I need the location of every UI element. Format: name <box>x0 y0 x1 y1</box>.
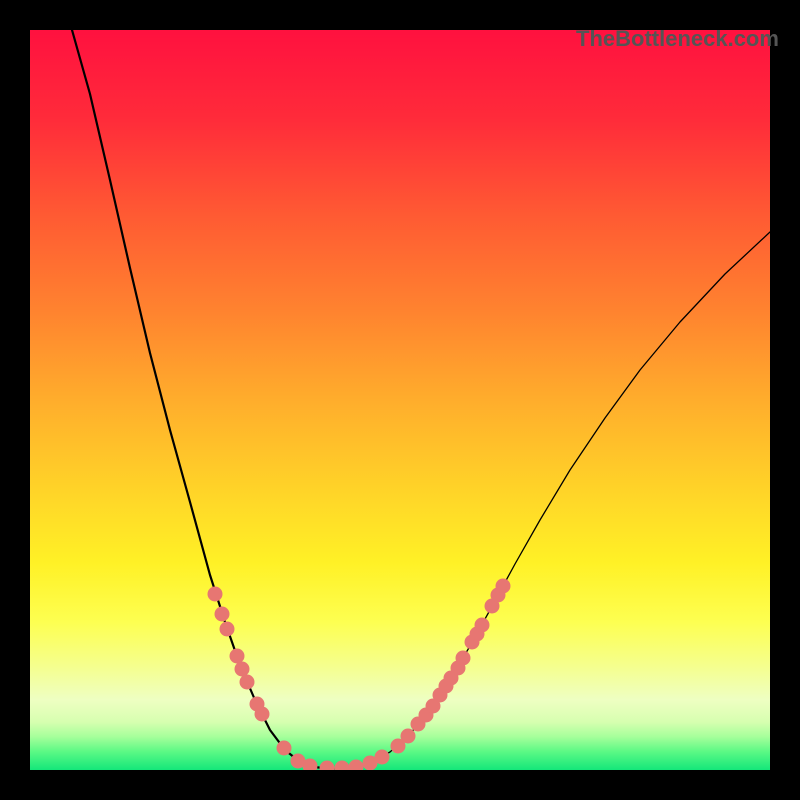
data-marker <box>215 607 230 622</box>
data-marker <box>496 579 511 594</box>
data-marker <box>208 587 223 602</box>
plot-area <box>30 30 770 770</box>
data-marker <box>277 741 292 756</box>
data-marker <box>475 618 490 633</box>
data-marker <box>255 707 270 722</box>
data-marker <box>240 675 255 690</box>
data-marker <box>220 622 235 637</box>
data-marker <box>456 651 471 666</box>
curve-left-branch <box>72 30 330 769</box>
data-marker <box>235 662 250 677</box>
data-marker <box>375 750 390 765</box>
data-marker <box>230 649 245 664</box>
chart-container: TheBottleneck.com <box>0 0 800 800</box>
curve-right-branch <box>330 232 770 769</box>
data-marker <box>335 761 350 771</box>
data-marker <box>349 760 364 771</box>
data-marker <box>401 729 416 744</box>
data-marker <box>320 761 335 771</box>
curve-layer <box>30 30 770 770</box>
watermark-text: TheBottleneck.com <box>576 26 779 52</box>
